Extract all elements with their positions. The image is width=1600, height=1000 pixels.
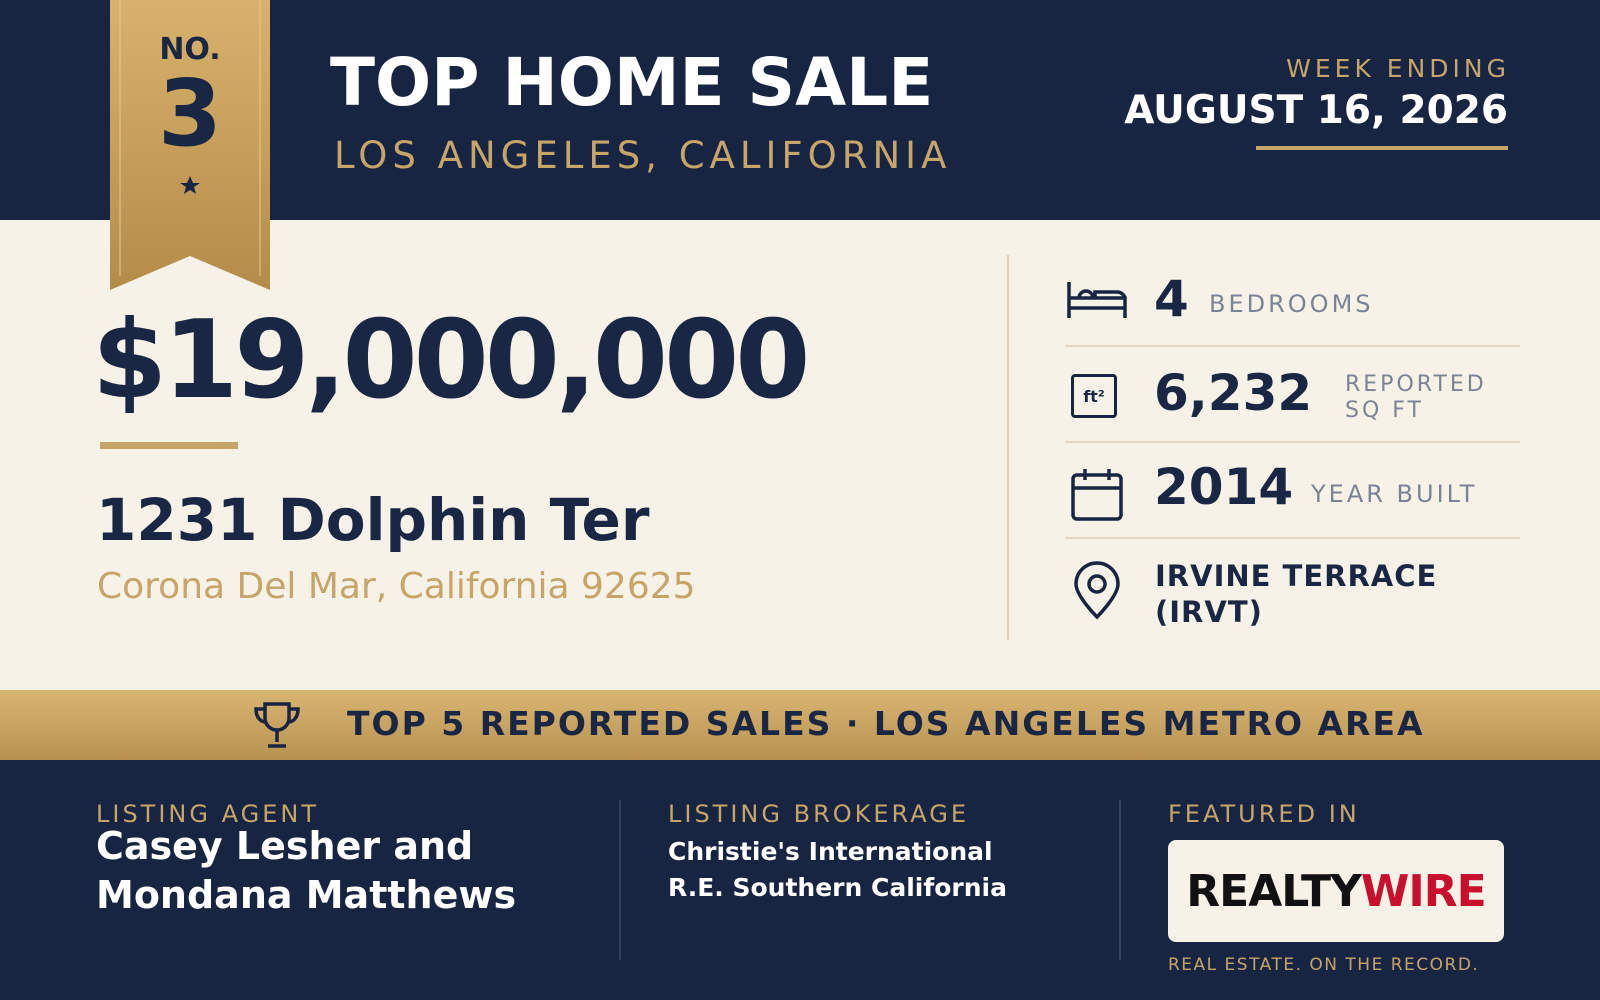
divider [1007, 255, 1009, 640]
logo-box: REALTY WIRE [1168, 840, 1504, 942]
featured-label: FEATURED IN [1168, 800, 1360, 828]
logo-part: REALTY [1186, 865, 1362, 917]
sqft-icon: ft² [1071, 374, 1117, 418]
row-divider [1065, 537, 1520, 539]
detail-label: YEAR BUILT [1311, 480, 1478, 508]
pin-icon [1074, 561, 1120, 620]
badge-prefix: NO. [159, 32, 221, 67]
ribbon [110, 0, 270, 290]
week-date: AUGUST 16, 2026 [1124, 88, 1508, 133]
detail-value: 4 [1154, 270, 1189, 328]
agent: Casey Lesher and Mondana Matthews [96, 824, 517, 918]
logo-part: WIRE [1360, 865, 1487, 917]
brokerage-label: LISTING BROKERAGE [668, 800, 969, 828]
row-divider [1065, 345, 1520, 347]
divider [619, 800, 621, 960]
city: Corona Del Mar, California 92625 [97, 566, 696, 607]
agent-label: LISTING AGENT [96, 800, 319, 828]
price-underline [100, 442, 238, 449]
bed-icon [1067, 282, 1127, 318]
detail-label: BEDROOMS [1209, 290, 1374, 318]
detail-value: 6,232 [1154, 364, 1313, 422]
week-label: WEEK ENDING [1286, 54, 1510, 83]
date-underline [1256, 146, 1508, 150]
detail-label: REPORTED SQ FT [1345, 372, 1487, 424]
neighborhood: IRVINE TERRACE (IRVT) [1155, 559, 1438, 630]
icon-text: ft² [1083, 386, 1105, 406]
banner-text: TOP 5 REPORTED SALES · LOS ANGELES METRO… [347, 704, 1425, 743]
title: TOP HOME SALE [330, 44, 934, 121]
trophy-icon [254, 702, 300, 748]
price: $19,000,000 [92, 298, 810, 423]
brokerage: Christie's International R.E. Southern C… [668, 837, 1007, 903]
tagline: REAL ESTATE. ON THE RECORD. [1168, 955, 1480, 975]
location: LOS ANGELES, CALIFORNIA [334, 134, 952, 177]
street: 1231 Dolphin Ter [96, 486, 650, 554]
row-divider [1065, 441, 1520, 443]
divider [1119, 800, 1121, 960]
calendar-icon [1071, 469, 1123, 521]
badge-rank: 3 [157, 60, 222, 167]
detail-value: 2014 [1154, 458, 1294, 516]
